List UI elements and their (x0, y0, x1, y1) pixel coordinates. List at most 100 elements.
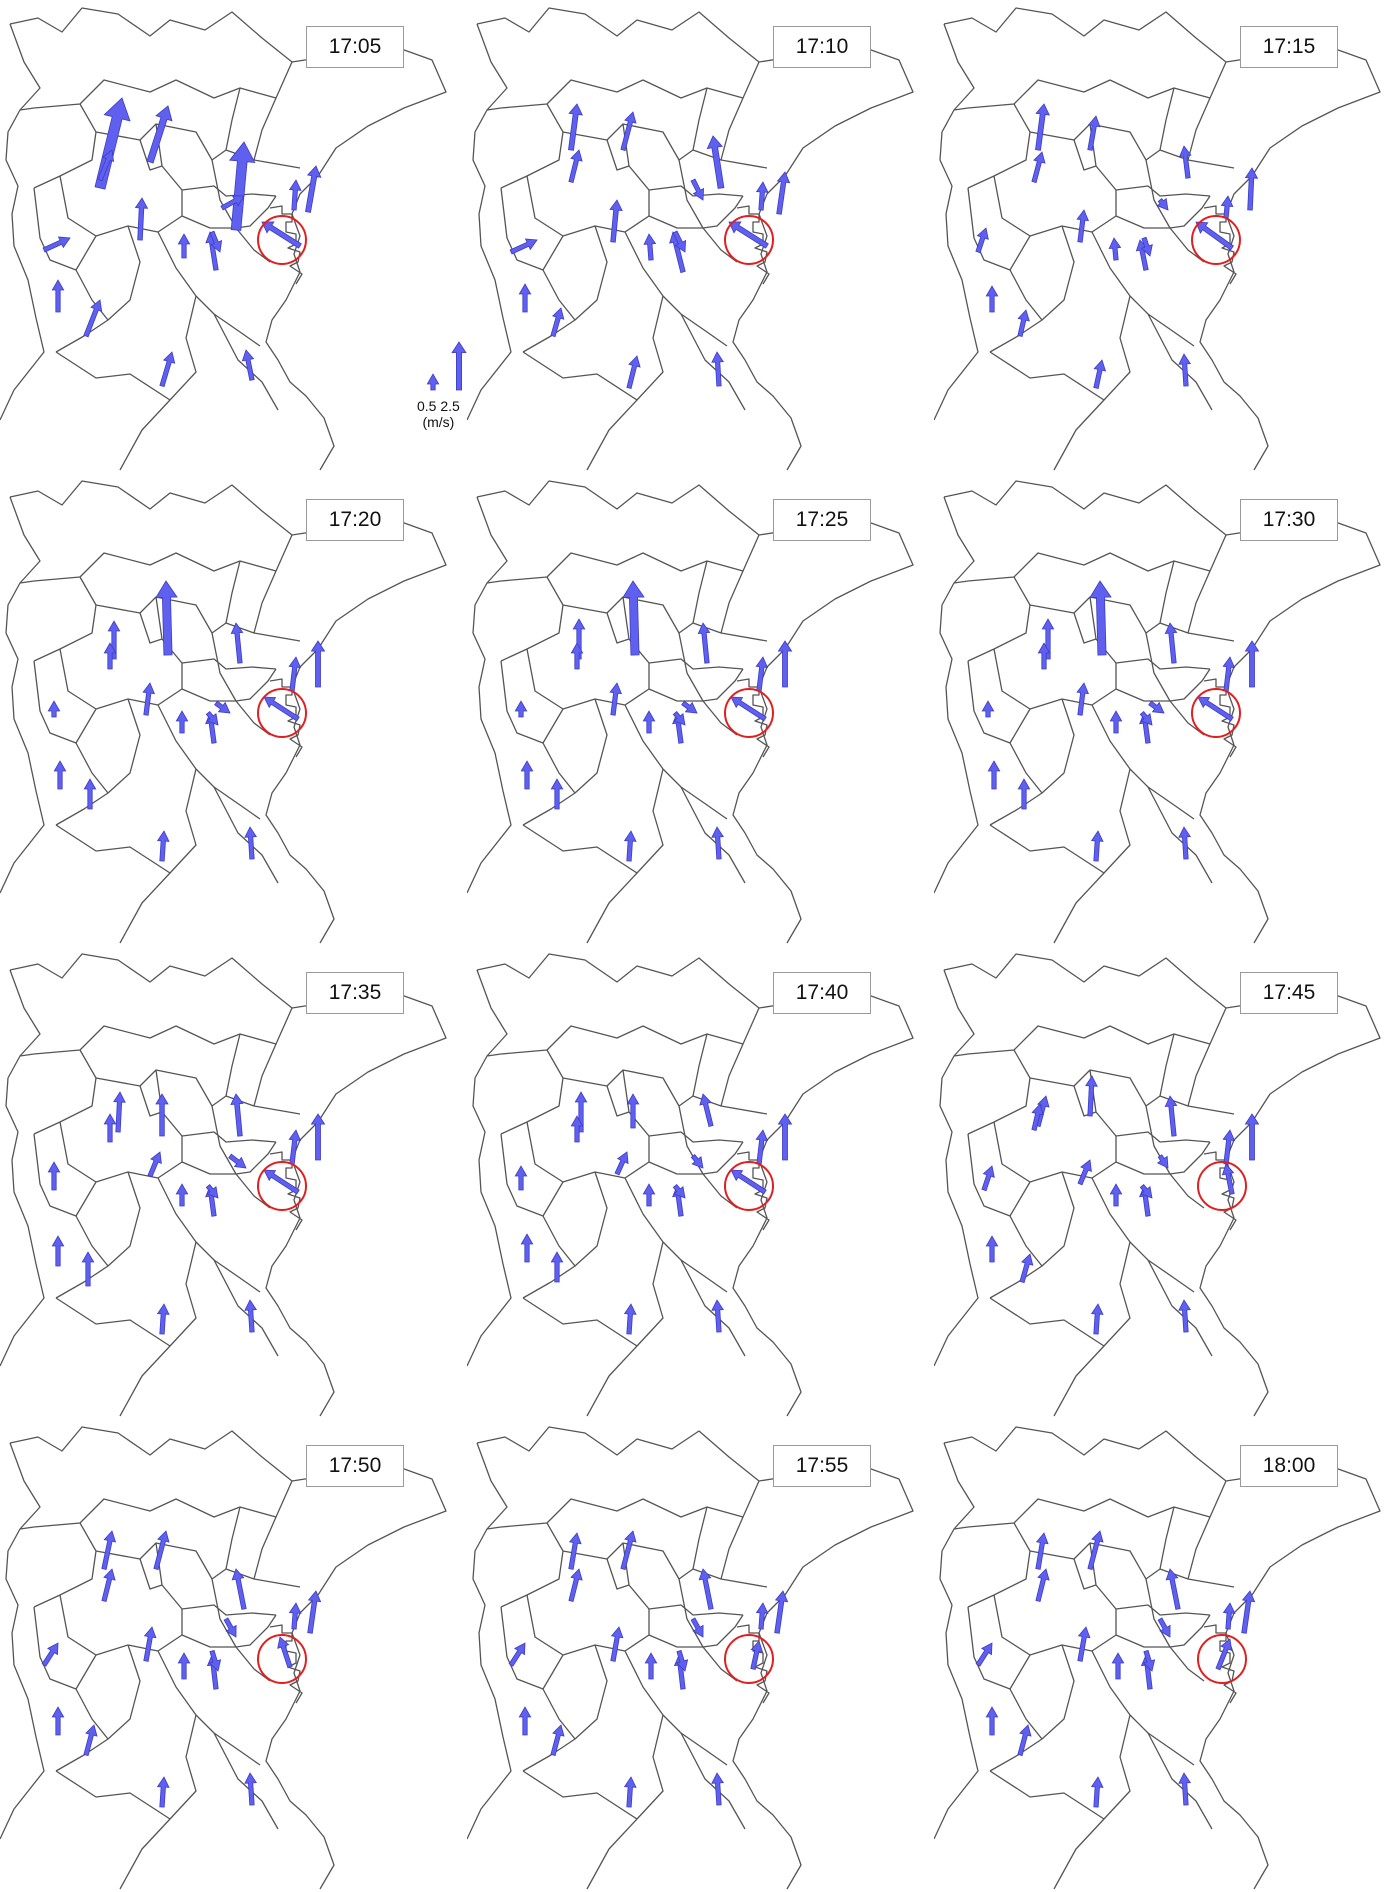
map-canvas (0, 953, 447, 1417)
wind-vector-arrow (570, 642, 584, 670)
district-boundaries (467, 953, 914, 1417)
wind-vector-arrow (711, 1299, 725, 1333)
wind-vector-arrow (750, 1640, 764, 1670)
wind-vector-arrow (1077, 1159, 1092, 1186)
wind-vector-arrow (644, 1652, 658, 1680)
wind-vector-arrow (175, 1183, 189, 1207)
wind-vector-arrow (706, 135, 725, 189)
district-boundaries (934, 7, 1381, 471)
wind-vector-arrow (755, 1129, 769, 1165)
wind-vector-arrow (550, 778, 564, 810)
wind-vector-arrow (509, 238, 538, 255)
wind-vector-arrow (623, 830, 637, 862)
wind-vector-arrow (177, 1652, 191, 1680)
highlight-circle (1191, 215, 1241, 265)
wind-vector-arrow (711, 1772, 725, 1806)
time-label: 17:15 (1240, 26, 1338, 68)
time-label: 17:20 (306, 499, 404, 541)
wind-vector-arrow (626, 1093, 640, 1129)
time-label: 17:25 (773, 499, 871, 541)
wind-vector-arrow (568, 1532, 582, 1570)
wind-vector-arrow (310, 640, 326, 688)
wind-vector-arrow (690, 1154, 704, 1169)
wind-vector-arrow (514, 1165, 528, 1191)
highlight-circle (1197, 1634, 1247, 1684)
wind-vector-arrow (1111, 1652, 1125, 1680)
wind-vector-arrow (1035, 1568, 1050, 1602)
time-label: 17:55 (773, 1445, 871, 1487)
wind-vector-arrow (690, 178, 705, 201)
wind-vector-arrow (156, 1776, 170, 1808)
wind-vector-arrow (609, 199, 623, 243)
wind-vector-arrow (53, 760, 67, 790)
wind-vector-arrow (1087, 1530, 1104, 1571)
district-boundaries (934, 480, 1381, 944)
wind-vector-arrow (626, 355, 641, 389)
wind-vector-arrow (1087, 115, 1101, 151)
wind-vector-arrow (672, 1184, 686, 1199)
wind-vector-arrow (1244, 167, 1259, 211)
wind-vector-arrow (1222, 1129, 1236, 1165)
wind-vector-arrow (622, 580, 645, 656)
wind-vector-arrow (609, 682, 623, 716)
wind-vector-arrow (230, 1093, 244, 1137)
highlight-circle (724, 1634, 774, 1684)
map-canvas (934, 1426, 1381, 1890)
wind-vector-arrow (47, 1161, 61, 1191)
time-label: 17:30 (1240, 499, 1338, 541)
wind-vector-arrow (1244, 640, 1260, 688)
map-canvas (0, 1426, 447, 1890)
wind-vector-arrow (1077, 1626, 1091, 1662)
map-canvas (0, 480, 447, 944)
wind-vector-arrow (103, 1113, 117, 1143)
highlight-circle (724, 215, 774, 265)
map-panel: 17:55 (467, 1419, 933, 1892)
highlight-circle (724, 1161, 774, 1211)
map-panel: 18:00 (934, 1419, 1400, 1892)
wind-vector-arrow (177, 233, 191, 259)
wind-vector-arrow (1222, 1602, 1236, 1630)
map-panel: 17:45 (934, 946, 1400, 1419)
map-canvas (934, 953, 1381, 1417)
wind-vector-arrow (1035, 103, 1050, 151)
wind-vector-arrow (228, 1153, 247, 1169)
highlight-circle (257, 1161, 307, 1211)
wind-vector-arrow (41, 1642, 59, 1667)
wind-vector-arrow (681, 700, 698, 714)
legend-arrows (426, 341, 467, 391)
map-panel: 17:25 (467, 473, 933, 946)
wind-vector-arrow (209, 230, 223, 253)
wind-vector-arrow (985, 285, 999, 313)
map-canvas (467, 1426, 914, 1890)
wind-vector-arrow (508, 1642, 526, 1667)
wind-vector-arrow (241, 349, 255, 381)
wind-vector-arrow (244, 1772, 258, 1806)
wind-vector-arrow (103, 642, 117, 670)
wind-vector-arrow (981, 1165, 995, 1192)
wind-vector-arrow (1164, 1095, 1178, 1137)
wind-vector-arrow (47, 700, 61, 718)
wind-vector-arrow (1244, 1113, 1260, 1161)
wind-vector-arrow (1142, 1649, 1156, 1672)
wind-vector-arrow (550, 1724, 565, 1757)
wind-vector-arrow (1019, 1253, 1034, 1284)
wind-vector-arrow (101, 1530, 117, 1570)
map-canvas (467, 7, 914, 471)
wind-vector-arrow (1090, 1303, 1104, 1335)
highlight-circle (257, 215, 307, 265)
wind-vector-arrow (568, 103, 583, 151)
wind-vector-arrow (1031, 1103, 1044, 1131)
wind-vector-arrow (518, 1706, 532, 1736)
map-panel: 17:50 (0, 1419, 466, 1892)
district-boundaries (0, 953, 447, 1417)
wind-vector-arrow (1139, 711, 1153, 726)
wind-vector-arrow (51, 279, 65, 313)
wind-vector-arrow (1140, 236, 1153, 257)
map-panel: 17:35 (0, 946, 466, 1419)
wind-vector-arrow (175, 710, 189, 734)
time-label: 18:00 (1240, 1445, 1338, 1487)
wind-vector-arrow (147, 1151, 162, 1178)
wind-vector-arrow (1090, 1776, 1104, 1808)
wind-vector-arrow (672, 230, 687, 253)
wind-vector-arrow (518, 283, 532, 313)
